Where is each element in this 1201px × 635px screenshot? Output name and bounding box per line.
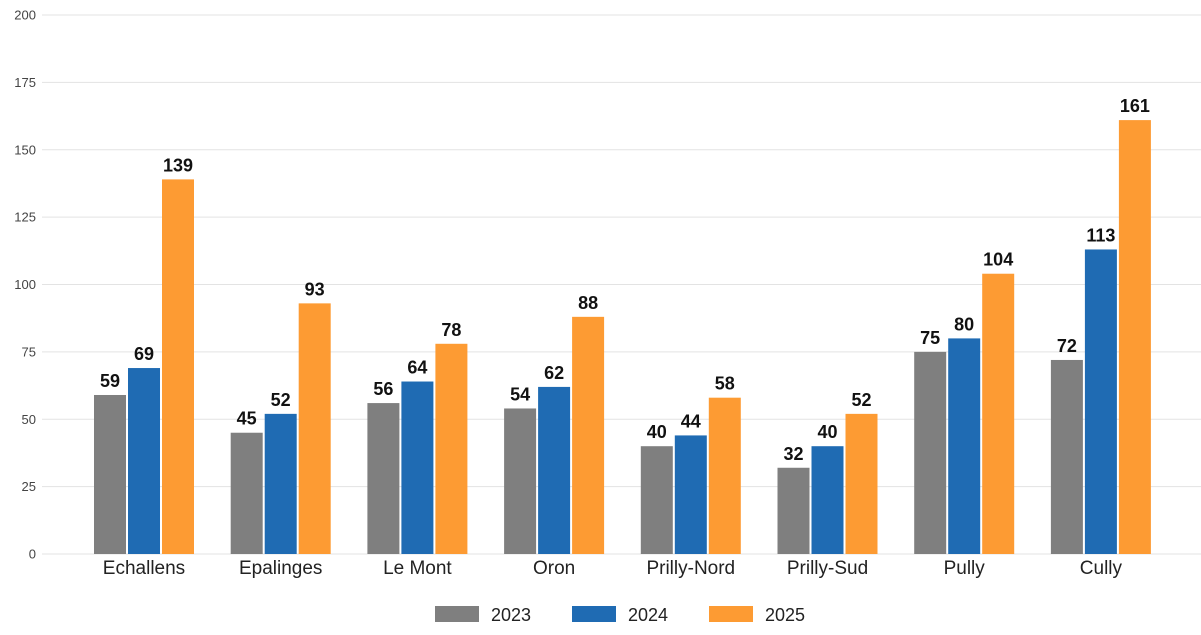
bar-2025-echallens	[162, 179, 194, 554]
x-tick-label: Prilly-Nord	[646, 558, 735, 579]
x-tick-label: Cully	[1080, 558, 1123, 579]
bar-2023-epalinges	[230, 432, 263, 554]
y-tick-label: 100	[14, 277, 36, 292]
data-label: 44	[681, 411, 701, 431]
x-tick-label: Pully	[944, 558, 986, 579]
data-label: 62	[544, 363, 564, 383]
bar-2023-le-mont	[367, 403, 400, 554]
data-label: 69	[134, 344, 154, 364]
data-label: 113	[1086, 225, 1115, 245]
y-tick-label: 0	[29, 547, 36, 562]
y-tick-label: 150	[14, 142, 36, 157]
x-tick-label: Epalinges	[239, 558, 322, 579]
x-axis-ticks: Echallens Epalinges Le Mont Oron Prilly-Nord…	[103, 558, 1123, 579]
bar-2023-oron	[504, 408, 537, 554]
legend: 2023 2024 2025	[435, 605, 805, 625]
bar-2025-cully	[1118, 120, 1151, 554]
legend-label: 2023	[491, 605, 531, 625]
y-tick-label: 175	[14, 75, 36, 90]
bar-2024-pully	[948, 338, 981, 554]
data-label: 54	[510, 384, 530, 404]
legend-swatch	[709, 606, 753, 622]
bar-2025-oron	[572, 316, 605, 554]
bar-2023-prilly-sud	[777, 467, 810, 554]
data-label: 40	[647, 422, 667, 442]
data-label: 52	[271, 390, 291, 410]
data-label: 59	[100, 371, 120, 391]
data-label: 80	[954, 314, 974, 334]
legend-item: 2023	[435, 605, 531, 625]
data-label: 104	[983, 250, 1013, 270]
bar-2024-le-mont	[401, 381, 434, 554]
data-label: 75	[920, 328, 940, 348]
bar-2025-pully	[982, 273, 1015, 554]
data-label: 93	[305, 279, 325, 299]
data-labels: 59 69 139 45 52 93 56 64 78 54 62 88 40 44 58 32 40 52 75 8…	[100, 96, 1150, 464]
x-tick-label: Echallens	[103, 558, 185, 579]
data-label: 52	[851, 390, 871, 410]
bar-2025-prilly-nord	[708, 397, 741, 554]
bar-2023-echallens	[94, 394, 126, 554]
data-label: 78	[441, 320, 461, 340]
y-tick-label: 200	[14, 8, 36, 23]
y-axis-ticks: 0 25 50 75 100 125 150 175 200	[14, 8, 36, 562]
data-label: 56	[373, 379, 393, 399]
legend-swatch	[435, 606, 479, 622]
x-tick-label: Oron	[533, 558, 575, 579]
y-tick-label: 125	[14, 210, 36, 225]
bar-2024-prilly-nord	[674, 435, 707, 554]
data-label: 72	[1057, 336, 1077, 356]
data-label: 64	[407, 358, 427, 378]
bar-2024-echallens	[128, 368, 160, 554]
bar-2025-prilly-sud	[845, 413, 878, 554]
grid-lines	[42, 14, 1201, 555]
x-tick-label: Le Mont	[383, 558, 452, 579]
data-label: 161	[1120, 96, 1150, 116]
legend-label: 2024	[628, 605, 668, 625]
data-label: 40	[817, 422, 837, 442]
bar-2024-prilly-sud	[811, 446, 844, 554]
y-tick-label: 50	[22, 412, 36, 427]
bar-2024-oron	[538, 386, 571, 554]
y-tick-label: 25	[22, 479, 36, 494]
legend-label: 2025	[765, 605, 805, 625]
data-label: 139	[163, 155, 193, 175]
bar-2024-epalinges	[264, 413, 297, 554]
bar-2023-cully	[1050, 359, 1083, 554]
bar-2024-cully	[1084, 249, 1117, 554]
y-tick-label: 75	[22, 344, 36, 359]
bar-2025-le-mont	[435, 343, 468, 554]
data-label: 88	[578, 293, 598, 313]
data-label: 58	[715, 374, 735, 394]
x-tick-label: Prilly-Sud	[787, 558, 868, 579]
data-label: 45	[237, 409, 257, 429]
bars	[94, 120, 1151, 554]
bar-2025-epalinges	[298, 303, 331, 554]
legend-item: 2025	[709, 605, 805, 625]
legend-item: 2024	[572, 605, 668, 625]
bar-2023-prilly-nord	[640, 446, 673, 554]
data-label: 32	[783, 444, 803, 464]
legend-swatch	[572, 606, 616, 622]
bar-2023-pully	[914, 351, 947, 554]
